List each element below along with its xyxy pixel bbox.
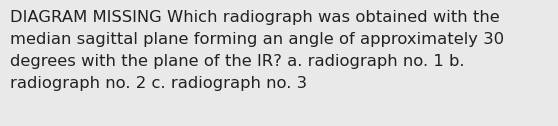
Text: DIAGRAM MISSING Which radiograph was obtained with the: DIAGRAM MISSING Which radiograph was obt… [10,10,500,25]
Text: radiograph no. 2 c. radiograph no. 3: radiograph no. 2 c. radiograph no. 3 [10,76,307,91]
Text: degrees with the plane of the IR? a. radiograph no. 1 b.: degrees with the plane of the IR? a. rad… [10,54,464,69]
Text: median sagittal plane forming an angle of approximately 30: median sagittal plane forming an angle o… [10,32,504,47]
